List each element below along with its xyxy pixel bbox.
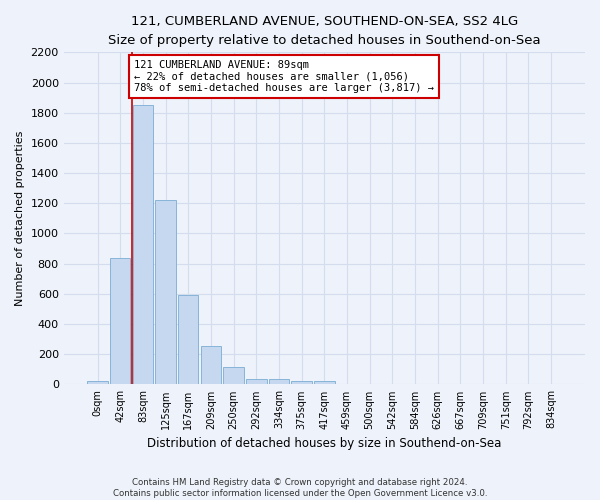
Bar — [178, 296, 199, 384]
Bar — [314, 382, 335, 384]
Bar — [133, 105, 153, 384]
Text: 121 CUMBERLAND AVENUE: 89sqm
← 22% of detached houses are smaller (1,056)
78% of: 121 CUMBERLAND AVENUE: 89sqm ← 22% of de… — [134, 60, 434, 93]
Bar — [223, 367, 244, 384]
Bar — [155, 200, 176, 384]
Bar — [110, 258, 130, 384]
Bar — [292, 380, 312, 384]
Text: Contains HM Land Registry data © Crown copyright and database right 2024.
Contai: Contains HM Land Registry data © Crown c… — [113, 478, 487, 498]
Bar — [88, 382, 108, 384]
Y-axis label: Number of detached properties: Number of detached properties — [15, 130, 25, 306]
Bar — [246, 378, 266, 384]
Title: 121, CUMBERLAND AVENUE, SOUTHEND-ON-SEA, SS2 4LG
Size of property relative to de: 121, CUMBERLAND AVENUE, SOUTHEND-ON-SEA,… — [108, 15, 541, 47]
Bar — [201, 346, 221, 385]
Bar — [269, 379, 289, 384]
X-axis label: Distribution of detached houses by size in Southend-on-Sea: Distribution of detached houses by size … — [147, 437, 502, 450]
